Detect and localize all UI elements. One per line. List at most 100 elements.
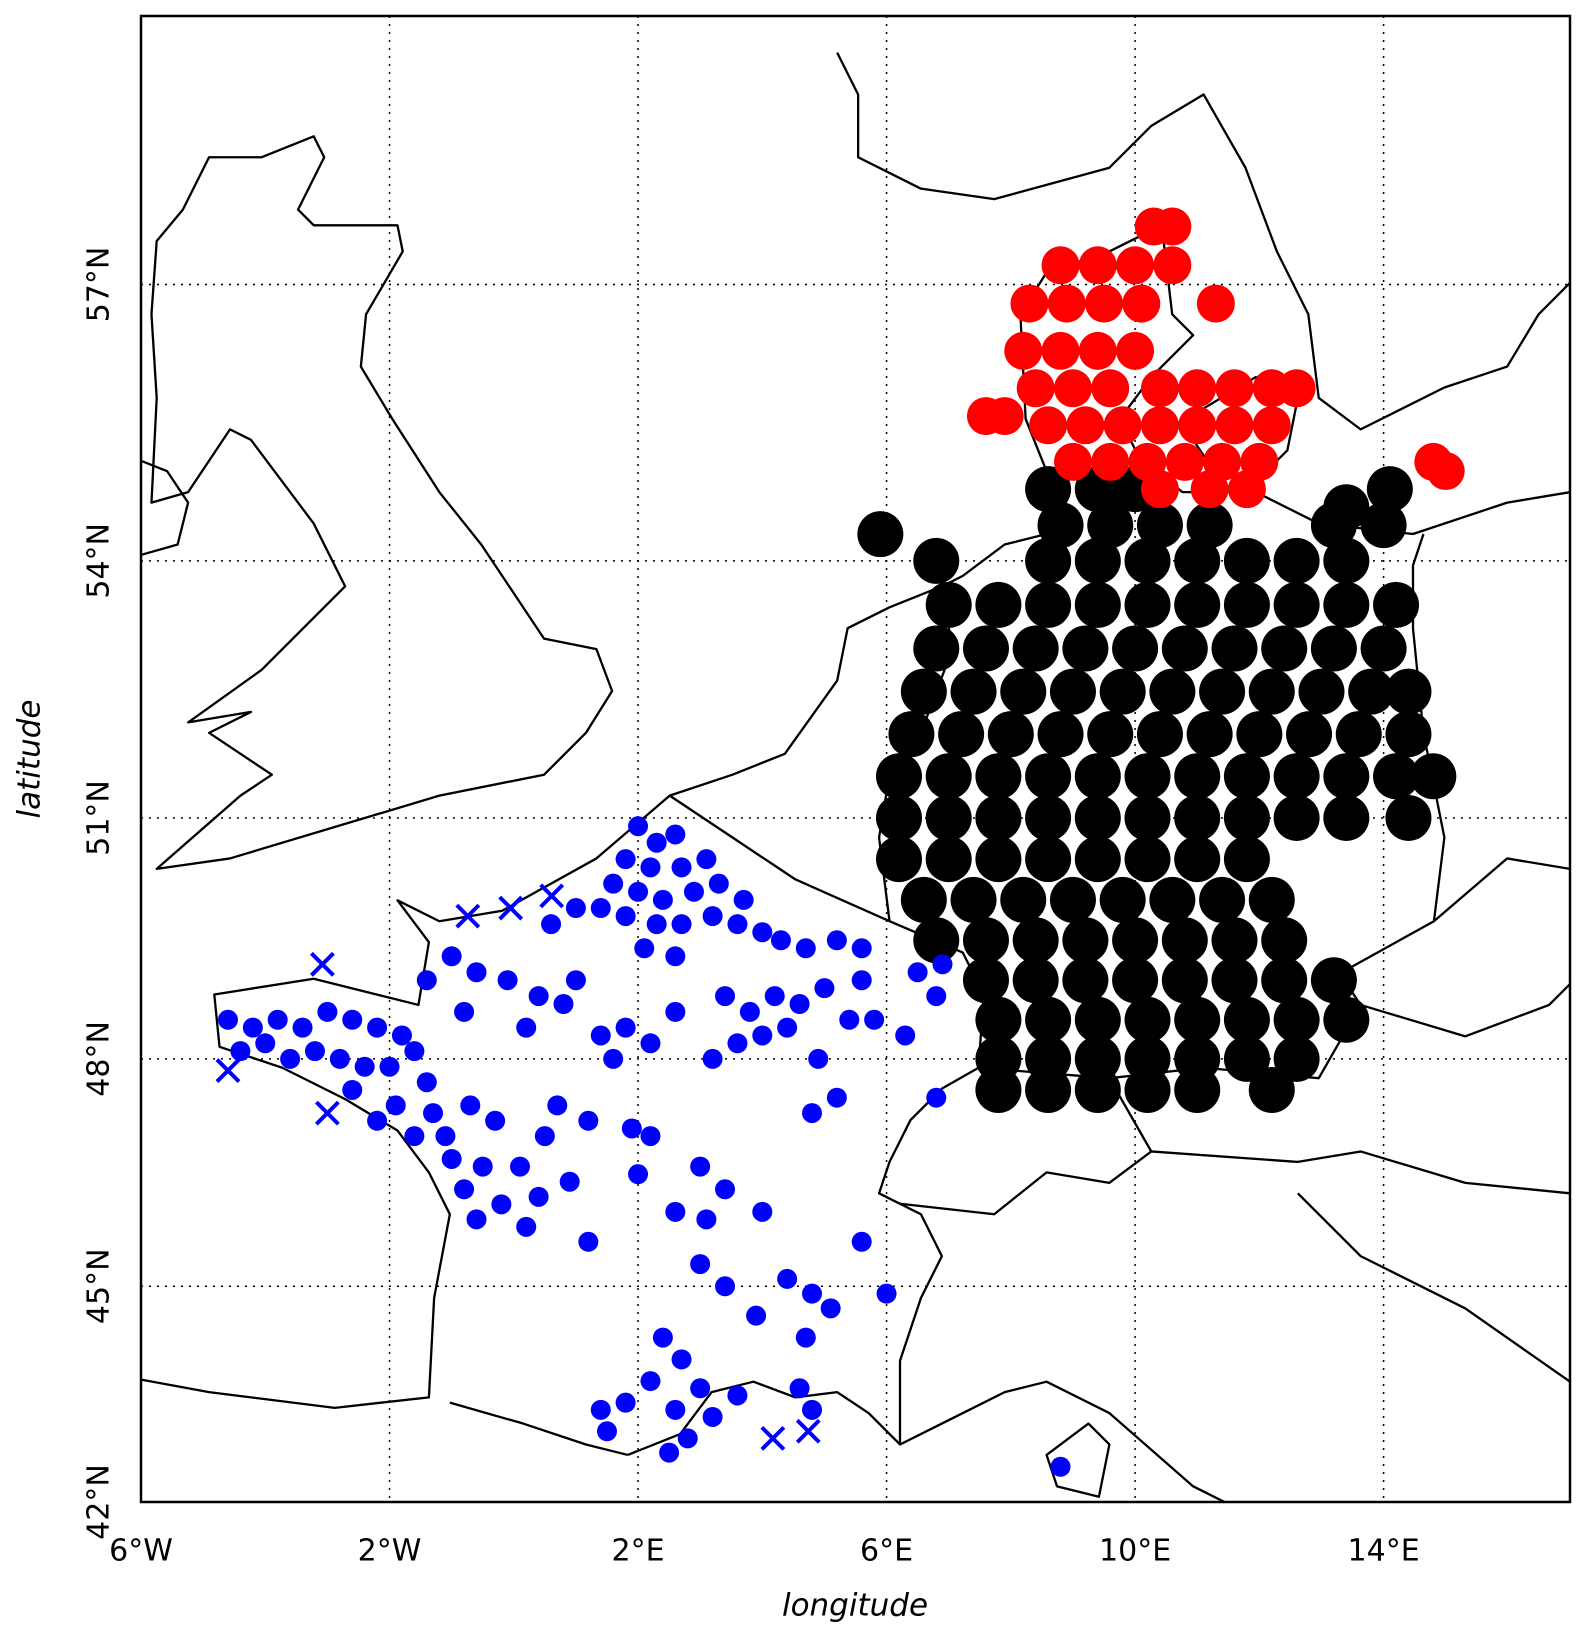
point [1087, 711, 1134, 758]
point [385, 1095, 406, 1116]
point [1103, 406, 1142, 445]
point [925, 581, 972, 628]
point [1360, 625, 1407, 672]
x-tick-label: 6°W [109, 1534, 173, 1569]
point [590, 1025, 611, 1046]
x-tick-label: 10°E [1099, 1534, 1171, 1569]
point [615, 1017, 636, 1038]
point [528, 986, 549, 1007]
point [1091, 369, 1130, 408]
point [230, 1041, 251, 1062]
point [913, 625, 960, 672]
point [603, 873, 624, 894]
point [628, 881, 649, 902]
point [1050, 1456, 1071, 1477]
point [727, 1385, 748, 1406]
point [1037, 711, 1084, 758]
point [808, 1048, 829, 1069]
point [435, 1126, 456, 1147]
point [1012, 917, 1059, 964]
point [1190, 470, 1229, 509]
point [826, 1087, 847, 1108]
point [1074, 836, 1121, 883]
coastline-adriatic [1297, 1192, 1570, 1383]
point [615, 1392, 636, 1413]
point [1298, 668, 1345, 715]
point [590, 1399, 611, 1420]
point [1323, 537, 1370, 584]
point [1248, 668, 1295, 715]
point [1273, 537, 1320, 584]
point [1112, 625, 1159, 672]
point [416, 1072, 437, 1093]
point [1174, 581, 1221, 628]
point [342, 1079, 363, 1100]
point [665, 1399, 686, 1420]
point [1025, 794, 1072, 841]
point [1186, 502, 1233, 549]
point [733, 889, 754, 910]
point [975, 836, 1022, 883]
cross-point [539, 883, 565, 909]
point [1078, 331, 1117, 370]
point [1153, 246, 1192, 285]
point [1273, 581, 1320, 628]
point [950, 876, 997, 923]
point [950, 668, 997, 715]
point [1273, 794, 1320, 841]
point [1348, 668, 1395, 715]
point [1062, 625, 1109, 672]
point [895, 1025, 916, 1046]
point [628, 1164, 649, 1185]
point [1062, 957, 1109, 1004]
point [466, 962, 487, 983]
point [404, 1126, 425, 1147]
point [802, 1399, 823, 1420]
point [690, 1254, 711, 1275]
point [1124, 1066, 1171, 1113]
point [1029, 406, 1068, 445]
point [1053, 442, 1092, 481]
point [1174, 996, 1221, 1043]
point [1074, 996, 1121, 1043]
point [875, 836, 922, 883]
point [1074, 753, 1121, 800]
point [795, 938, 816, 959]
point [1323, 794, 1370, 841]
point [702, 1048, 723, 1069]
point [1277, 369, 1316, 408]
point [367, 1110, 388, 1131]
point [1174, 753, 1221, 800]
point [491, 1194, 512, 1215]
point [690, 1378, 711, 1399]
point [1360, 502, 1407, 549]
point [634, 938, 655, 959]
point [1223, 794, 1270, 841]
point [671, 1349, 692, 1370]
point [565, 898, 586, 919]
point [1310, 625, 1357, 672]
point [242, 1017, 263, 1038]
point [975, 996, 1022, 1043]
y-tick-label: 45°N [82, 1248, 117, 1324]
point [1136, 711, 1183, 758]
labels: longitude latitude 6°W 2°W 2°E 6°E 10°E 14°E 4… [12, 247, 1420, 1624]
x-tick-label: 6°E [860, 1534, 913, 1569]
point [1248, 876, 1295, 923]
point [460, 1095, 481, 1116]
point [454, 1179, 475, 1200]
point [1041, 331, 1080, 370]
point [851, 938, 872, 959]
point [715, 986, 736, 1007]
cross-point [760, 1425, 786, 1451]
point [640, 857, 661, 878]
point [820, 1298, 841, 1319]
point [1215, 369, 1254, 408]
point [317, 1001, 338, 1022]
point [739, 1001, 760, 1022]
point [1323, 996, 1370, 1043]
point [1062, 917, 1109, 964]
point [1140, 470, 1179, 509]
point [1223, 996, 1270, 1043]
